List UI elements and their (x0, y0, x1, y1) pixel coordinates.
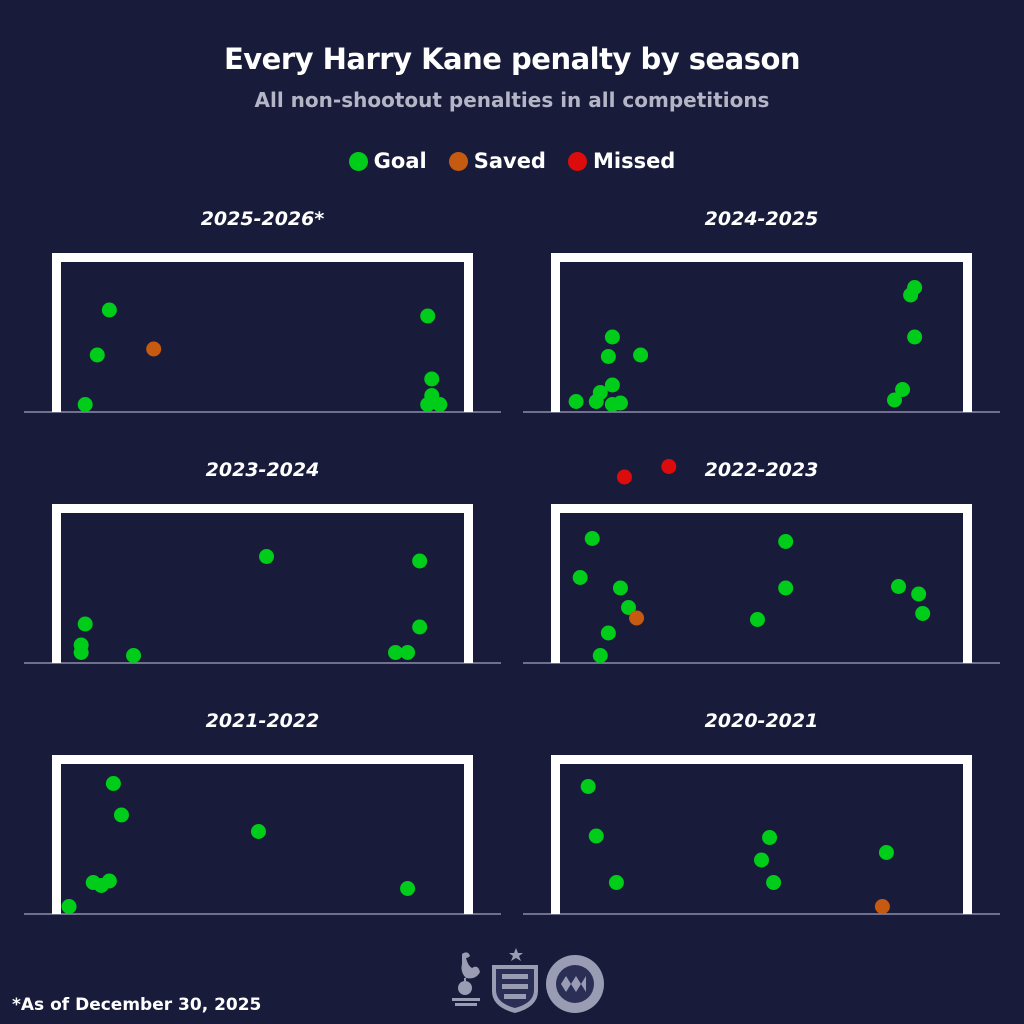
penalty-point-goal (126, 648, 142, 663)
legend-label: Missed (592, 149, 676, 173)
penalty-point-goal (420, 308, 436, 324)
penalty-point-goal (412, 553, 428, 569)
penalty-point-goal (101, 302, 117, 318)
penalty-point-goal (412, 619, 428, 635)
goal-frame (551, 253, 972, 412)
goal-marker-icon (348, 151, 368, 171)
penalty-point-goal (604, 377, 620, 393)
penalty-point-goal (89, 347, 105, 363)
penalty-point-saved (629, 610, 645, 626)
goal-frame (551, 755, 972, 914)
legend: Goal Saved Missed (0, 149, 1024, 173)
penalty-point-goal (604, 329, 620, 345)
penalty-point-goal (886, 392, 902, 408)
penalty-point-goal (903, 287, 919, 303)
legend-item-missed: Missed (567, 149, 676, 173)
penalty-point-goal (621, 600, 637, 615)
penalty-point-goal (600, 625, 616, 641)
penalty-point-goal (250, 824, 266, 839)
penalty-point-goal (105, 776, 121, 791)
penalty-point-missed (661, 459, 677, 474)
penalty-point-goal (77, 397, 93, 412)
legend-item-saved: Saved (448, 149, 546, 173)
penalty-point-goal (612, 395, 628, 411)
penalty-point-goal (907, 329, 923, 345)
penalty-point-goal (420, 397, 436, 412)
penalty-point-goal (915, 606, 931, 621)
england-logo-icon (492, 948, 538, 1013)
penalty-point-goal (432, 397, 448, 412)
penalty-point-goal (778, 580, 794, 596)
goal-frame (551, 504, 972, 663)
panel-title: 2023-2024 (206, 459, 320, 481)
penalty-point-goal (568, 394, 584, 409)
penalty-point-goal (113, 807, 129, 823)
panel-title: 2021-2022 (206, 710, 320, 732)
chart-subtitle: All non-shootout penalties in all compet… (254, 88, 770, 112)
penalty-point-missed (616, 469, 632, 485)
penalty-point-goal (749, 612, 765, 627)
penalty-point-goal (608, 875, 624, 890)
panel-title: 2025-2026* (201, 208, 325, 230)
saved-marker-icon (448, 151, 468, 171)
penalty-point-goal (400, 881, 416, 896)
penalty-point-goal (259, 549, 275, 564)
penalty-point-goal (911, 586, 927, 602)
penalty-point-goal (895, 382, 911, 397)
penalty-point-goal (400, 645, 416, 660)
penalty-point-goal (762, 830, 778, 845)
penalty-point-goal (633, 347, 649, 363)
panel-title: 2024-2025 (705, 208, 819, 230)
legend-item-goal: Goal (348, 149, 427, 173)
penalty-point-saved (874, 899, 890, 914)
goal-frame (52, 504, 473, 663)
legend-label: Goal (373, 149, 427, 173)
panel-title: 2020-2021 (705, 710, 819, 732)
penalty-point-goal (891, 579, 907, 594)
penalty-point-goal (592, 648, 608, 663)
penalty-point-goal (61, 899, 77, 914)
penalty-point-goal (612, 580, 628, 596)
penalty-point-goal (754, 852, 769, 868)
penalty-point-goal (766, 875, 782, 890)
footnote: *As of December 30, 2025 (12, 995, 262, 1015)
penalty-point-goal (77, 616, 93, 632)
legend-label: Saved (473, 149, 546, 173)
club-logos (452, 948, 604, 1013)
penalty-point-goal (572, 570, 588, 585)
penalty-point-goal (424, 371, 440, 387)
bayern-logo-icon (546, 955, 604, 1013)
penalty-point-goal (588, 828, 604, 844)
chart-title: Every Harry Kane penalty by season (223, 42, 801, 76)
penalty-point-goal (387, 645, 403, 660)
penalty-point-goal (584, 531, 600, 546)
penalty-point-goal (600, 349, 616, 364)
goal-frame (52, 755, 473, 914)
penalty-point-goal (778, 534, 794, 549)
tottenham-logo-icon (452, 952, 480, 1006)
penalty-point-goal (73, 645, 89, 660)
panel-title: 2022-2023 (705, 459, 819, 481)
goal-frame (52, 253, 473, 412)
penalty-point-goal (101, 873, 117, 889)
penalty-point-goal (580, 779, 596, 794)
penalty-point-goal (878, 845, 894, 860)
penalty-point-goal (592, 385, 608, 400)
missed-marker-icon (567, 151, 587, 171)
penalty-point-saved (146, 341, 162, 357)
